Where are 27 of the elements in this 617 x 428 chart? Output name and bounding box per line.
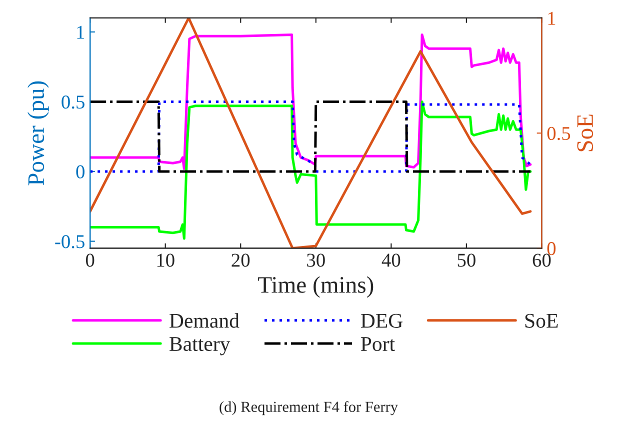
y-tick-label: 0.5 xyxy=(62,96,84,109)
y2-tick-label: 1 xyxy=(548,12,556,25)
y2-tick-label: 0.5 xyxy=(547,126,570,140)
text: (d) Requirement F4 for Ferry xyxy=(220,401,398,416)
x-tick-label: 10 xyxy=(157,254,174,267)
line-series xyxy=(90,100,532,173)
line-series xyxy=(90,18,532,248)
x-tick-label: 30 xyxy=(307,254,325,267)
y-axis-title: Power (pu) xyxy=(27,81,49,186)
x-axis-title: Time (mins) xyxy=(258,276,374,298)
y-tick-label: -0.5 xyxy=(55,235,84,248)
legend-label: SoE xyxy=(525,314,558,328)
line-series xyxy=(90,100,532,240)
y2-tick-label: 0 xyxy=(547,242,556,256)
x-tick-label: 50 xyxy=(458,254,476,267)
x-tick-label: 0 xyxy=(86,254,94,267)
legend-label: Battery xyxy=(170,337,230,356)
y-tick-label: 1 xyxy=(77,26,84,39)
legend-label: DEG xyxy=(360,314,403,328)
y2-axis-title: SoE xyxy=(577,114,594,152)
legend-label: Demand xyxy=(170,313,240,328)
y-tick-label: 0 xyxy=(76,165,84,178)
x-tick-label: 40 xyxy=(382,254,400,267)
legend-label: Port xyxy=(360,337,395,352)
line-series xyxy=(90,33,532,170)
x-tick-label: 20 xyxy=(232,254,250,267)
x-tick-label: 60 xyxy=(532,254,551,267)
